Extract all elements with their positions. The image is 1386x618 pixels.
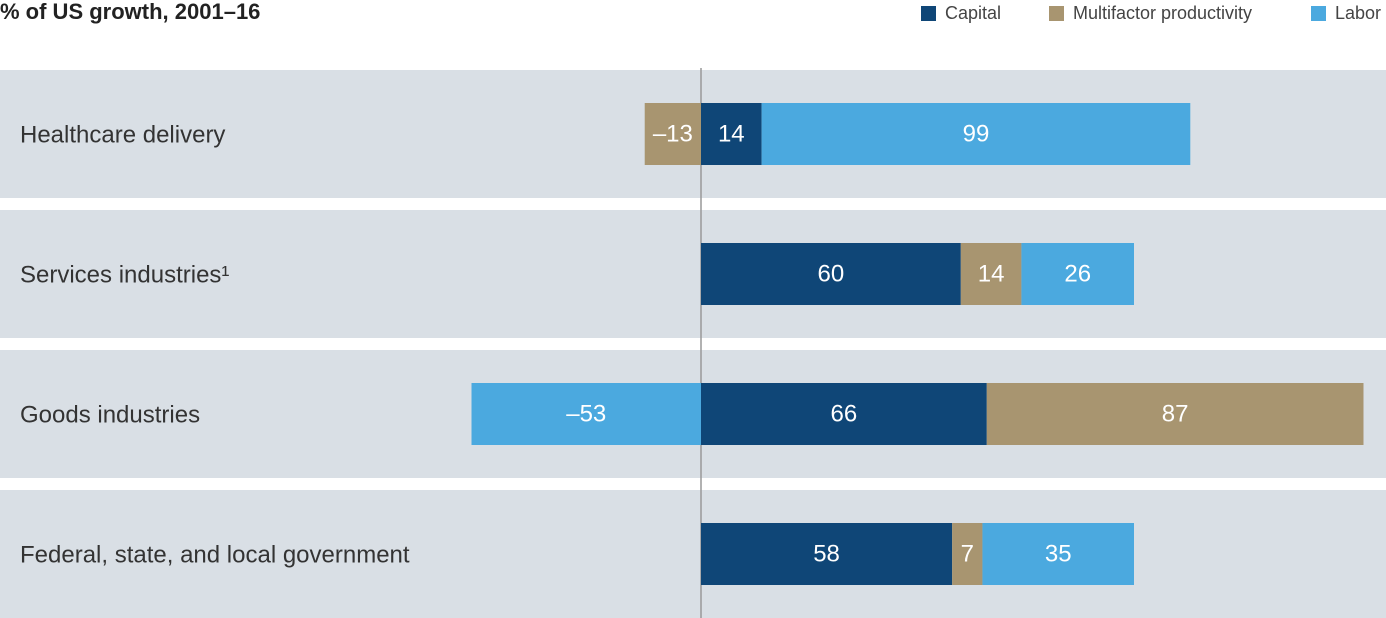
legend-label: Capital — [945, 3, 1001, 23]
value-label: –53 — [566, 400, 606, 427]
category-label: Federal, state, and local government — [20, 541, 410, 568]
legend-swatch — [1311, 6, 1326, 21]
bar-segment — [960, 243, 1022, 305]
bar-segment — [761, 103, 1191, 165]
row-panel — [0, 210, 1386, 338]
value-label: 99 — [963, 120, 990, 147]
value-label: 14 — [978, 260, 1005, 287]
bar-segment — [471, 383, 701, 445]
bar-segment — [986, 383, 1364, 445]
category-label: Healthcare delivery — [20, 121, 225, 148]
row-panel — [0, 490, 1386, 618]
value-label: 60 — [818, 260, 845, 287]
value-label: 14 — [718, 120, 745, 147]
value-label: –13 — [653, 120, 693, 147]
bar-segment — [701, 243, 961, 305]
chart-title: % of US growth, 2001–16 — [0, 0, 260, 24]
value-label: 26 — [1064, 260, 1091, 287]
legend-label: Multifactor productivity — [1073, 3, 1252, 23]
category-label: Services industries¹ — [20, 261, 229, 288]
category-label: Goods industries — [20, 401, 200, 428]
value-label: 58 — [813, 540, 840, 567]
bar-segment — [982, 523, 1134, 585]
bar-segment — [1021, 243, 1134, 305]
bar-segment — [701, 523, 953, 585]
value-label: 7 — [961, 540, 974, 567]
legend-label: Labor — [1335, 3, 1381, 23]
bar-segment — [701, 383, 987, 445]
value-label: 66 — [831, 400, 858, 427]
value-label: 35 — [1045, 540, 1072, 567]
legend-swatch — [921, 6, 936, 21]
legend-swatch — [1049, 6, 1064, 21]
value-label: 87 — [1162, 400, 1189, 427]
bar-segment — [952, 523, 983, 585]
bar-segment — [701, 103, 762, 165]
bar-segment — [644, 103, 701, 165]
